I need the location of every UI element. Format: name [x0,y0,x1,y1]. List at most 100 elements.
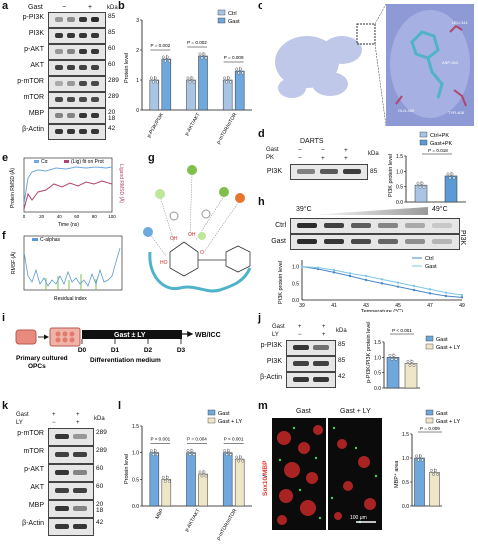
bar [404,363,418,389]
data-point [412,288,416,292]
data-point [316,266,320,269]
kda-value: 289 [108,93,119,100]
row-label: PI3K [28,30,44,37]
plus-sign: + [88,4,93,11]
bar [149,79,160,111]
data-point [161,55,165,59]
data-point [428,288,432,291]
bar [222,452,233,507]
chart-h: 0.0 0.5 1.0 39 41 43 45 47 49 Temperature (°C) PI3… [278,256,465,312]
data-point [239,455,243,459]
band [79,113,87,118]
day-label: D1 [111,347,120,354]
band [55,81,63,86]
kda-value: 85 [338,357,346,364]
data-point [422,185,426,189]
data-point [155,80,159,84]
band [293,345,309,350]
data-point [237,459,241,463]
y-tick-label: 0.5 [292,281,299,287]
legend-label: Ctrl [228,11,237,17]
kda-k: kDa [94,416,105,422]
pocket-outline [148,251,252,293]
p-value: P = 0.009 [224,55,244,60]
rmsf-line [23,247,121,287]
band [293,377,309,382]
panel-label-l: l [118,400,122,412]
legend-swatch [425,335,434,342]
data-point [418,185,422,189]
data-point [163,479,167,483]
blot-row [48,446,94,464]
x-tick-label: 39 [299,303,305,309]
y-tick-label: 1.5 [396,154,403,160]
data-point [415,454,418,458]
data-point [198,470,202,474]
chart-m: 0.0 0.5 1.0 1.5 MBP⁺ area Gast Gast + LYP = 0.… [393,409,461,510]
j-sign-g1: + [298,324,302,330]
day-label: D2 [144,347,153,354]
data-point [444,294,448,298]
band [79,17,87,22]
band [55,524,69,529]
gast-sign: − [298,147,302,154]
data-point [394,357,398,361]
data-point [432,473,435,476]
band [79,49,87,54]
data-point [225,453,229,457]
legend-swatch [419,131,428,138]
y-tick-label: 1.0 [374,355,381,361]
data-point [155,453,159,457]
band [79,33,87,38]
category-label: p-mTOR/mTOR [216,508,239,542]
panel-label-m: m [258,400,268,412]
data-point [380,278,384,281]
y-tick-label: 1.5 [132,424,139,430]
data-point [408,364,412,367]
band [313,377,329,382]
kda-value: 289 [96,429,107,436]
kda-value: 42 [338,373,346,380]
y-axis-label: Protein level [124,454,130,484]
data-point [348,272,352,275]
band [432,239,452,244]
chart-b: 0 1 2 3 Protein level P = 0.002 p-PI3K/PI3K P =… [124,9,252,145]
gast-sign: − [321,147,325,154]
band [91,17,99,22]
blot-row-h [290,218,460,234]
band [432,223,452,228]
pk-sign: − [298,155,302,162]
p-value: P = 0.004 [187,437,207,442]
band [55,97,63,102]
kda-value: 60 [96,483,104,490]
data-point [192,80,196,84]
data-point [436,473,439,476]
img-title-gast-ly: Gast + LY [340,408,371,415]
x-tick-label: 60 [74,214,80,219]
blot-row [48,428,94,446]
bar [149,452,160,507]
series-line [301,266,463,298]
img-title-gast: Gast [296,408,311,415]
band [73,524,87,529]
legend-label: Gast + LY [218,419,243,425]
band [67,97,75,102]
svg-text:HO: HO [160,260,168,266]
data-point [239,67,243,71]
ylabel-e: RMSF (Å) [10,251,17,274]
data-point [434,469,437,472]
legend-swatch [207,417,216,424]
data-point [460,296,464,299]
band [91,113,99,118]
data-point [186,449,190,453]
data-point [153,449,157,453]
multiwell-plate-icon [49,327,81,347]
data-point [186,76,190,80]
svg-text:LEU-341: LEU-341 [452,20,469,25]
data-point [204,474,208,478]
p-value: P < 0.001 [392,328,412,333]
data-point [167,479,171,483]
bar [198,473,208,507]
legend-label: Gast [436,337,448,343]
